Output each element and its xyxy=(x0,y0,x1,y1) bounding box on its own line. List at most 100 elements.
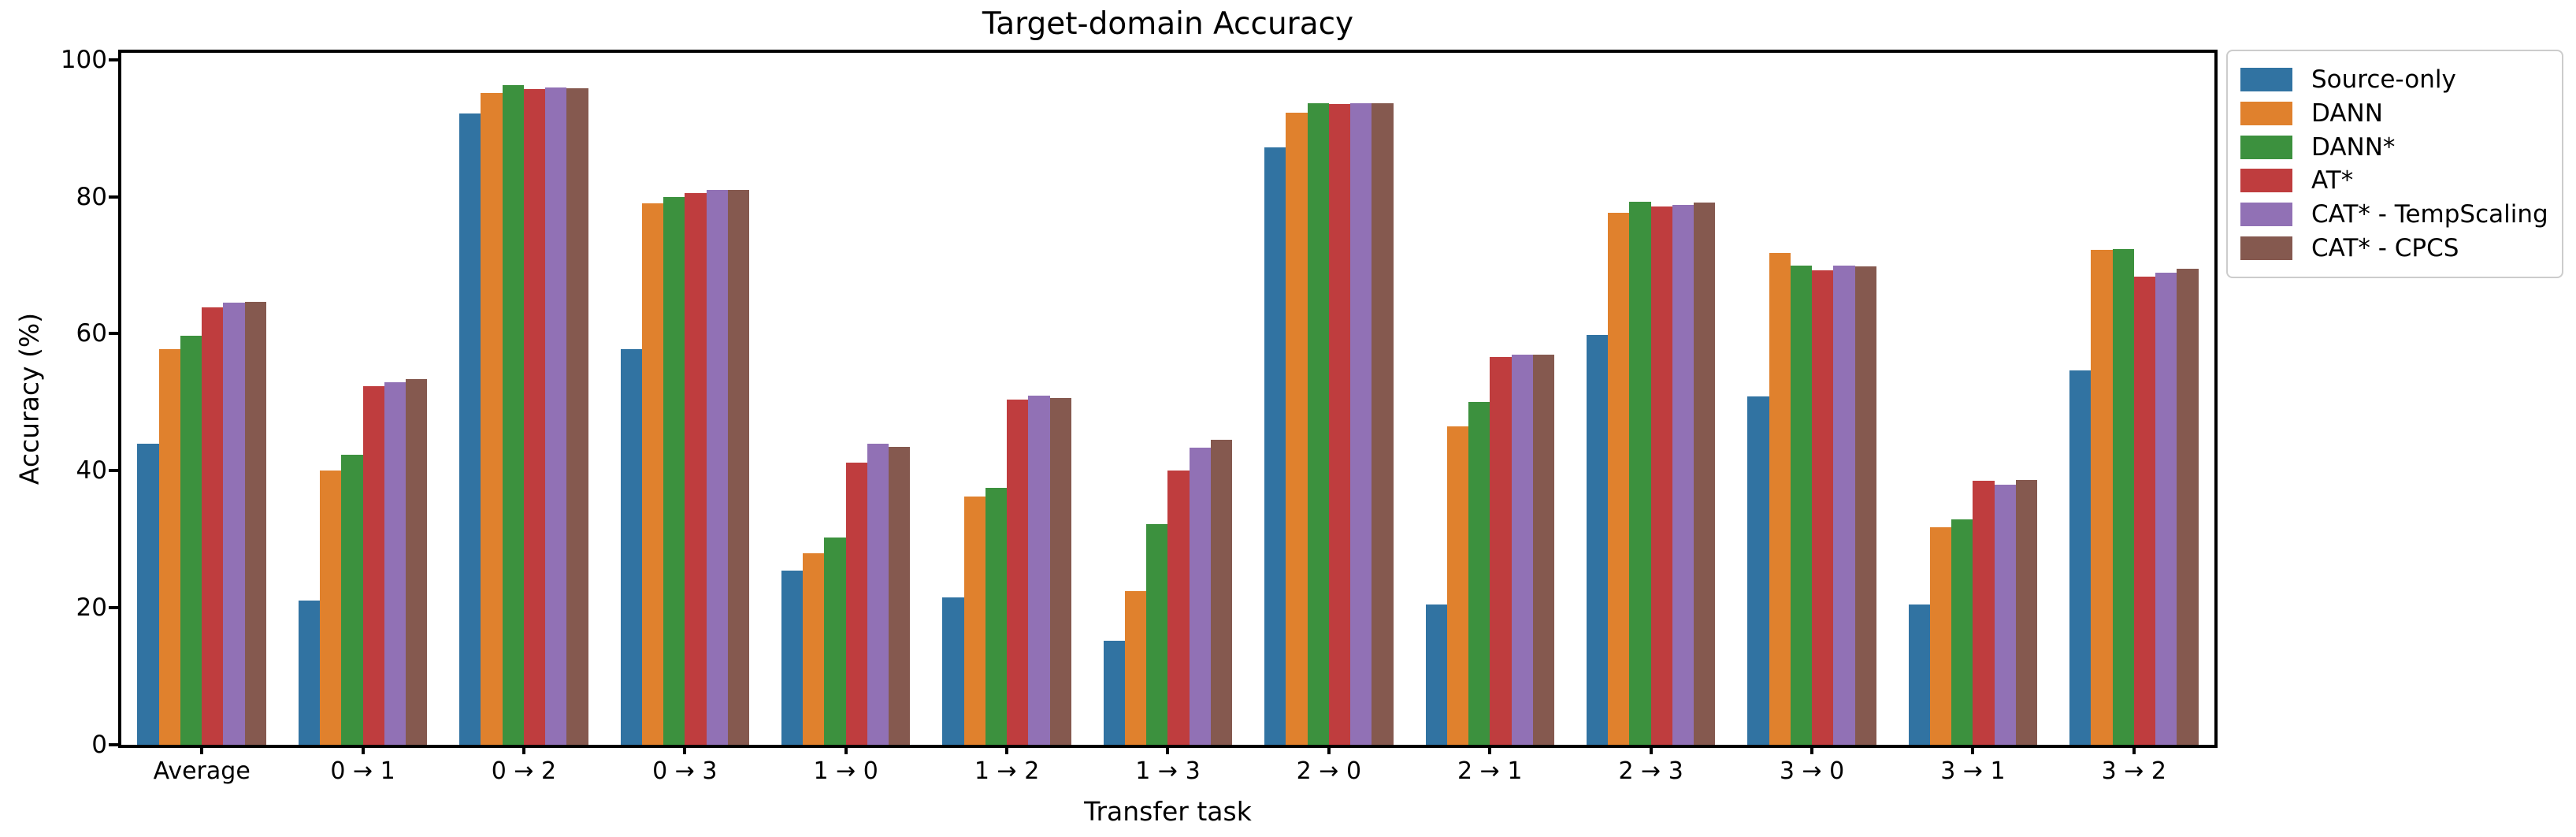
category-group: 2 → 1 xyxy=(1409,53,1570,785)
bar xyxy=(1790,265,1813,745)
legend-item: CAT* - TempScaling xyxy=(2240,201,2554,228)
bar xyxy=(1328,104,1351,745)
x-tick-mark xyxy=(1971,745,1975,754)
bar xyxy=(803,553,825,745)
bar xyxy=(223,303,245,745)
x-tick-label: 0 → 1 xyxy=(330,757,395,785)
legend-item: CAT* - CPCS xyxy=(2240,235,2554,262)
bar xyxy=(942,597,964,745)
y-tick-mark xyxy=(109,195,118,199)
bar xyxy=(1532,355,1554,745)
y-tick-mark xyxy=(109,469,118,473)
bar xyxy=(889,446,911,745)
legend-item-label: Source-only xyxy=(2311,65,2456,94)
bar xyxy=(341,455,363,745)
bar xyxy=(1210,440,1233,745)
legend-swatch xyxy=(2240,135,2292,159)
bar xyxy=(1650,206,1672,745)
bar xyxy=(1103,640,1125,745)
bar xyxy=(727,189,750,745)
legend-item: AT* xyxy=(2240,167,2554,194)
bar xyxy=(2112,248,2134,745)
y-tick-mark xyxy=(109,606,118,610)
category-group: 0 → 2 xyxy=(444,53,604,785)
bar xyxy=(1049,398,1071,745)
legend-item-label: CAT* - TempScaling xyxy=(2311,200,2548,229)
category-group: 1 → 2 xyxy=(926,53,1087,785)
bar xyxy=(523,89,546,745)
bar xyxy=(2069,370,2092,745)
bar xyxy=(1028,395,1050,745)
y-tick-label: 0 xyxy=(91,731,107,759)
bar xyxy=(1146,524,1168,745)
x-tick-mark xyxy=(1810,745,1814,754)
x-tick-mark xyxy=(522,745,525,754)
bar xyxy=(1951,519,1973,745)
bar xyxy=(1286,112,1308,745)
bar xyxy=(459,113,481,745)
bar xyxy=(1425,604,1447,745)
category-group: 0 → 1 xyxy=(282,53,443,785)
bar xyxy=(706,189,728,745)
bar xyxy=(685,193,707,745)
category-group: 1 → 3 xyxy=(1087,53,1248,785)
bar xyxy=(502,84,524,745)
bar xyxy=(1908,604,1930,745)
bar xyxy=(1608,212,1630,745)
bar xyxy=(1694,202,1716,745)
x-tick-label: 3 → 1 xyxy=(1940,757,2006,785)
x-tick-label: 1 → 2 xyxy=(974,757,1040,785)
x-axis-label: Transfer task xyxy=(1084,796,1252,827)
y-tick-mark xyxy=(109,332,118,336)
bar xyxy=(663,196,685,745)
x-tick-mark xyxy=(200,745,204,754)
bar xyxy=(2091,250,2113,745)
bar xyxy=(985,488,1008,745)
bar xyxy=(202,307,224,745)
bar xyxy=(2155,273,2177,745)
category-group: 0 → 3 xyxy=(604,53,765,785)
x-tick-label: Average xyxy=(153,757,251,785)
bar xyxy=(1007,399,1029,745)
bar xyxy=(158,349,180,745)
bar xyxy=(1189,447,1211,745)
bar xyxy=(641,203,664,745)
bar xyxy=(406,378,428,745)
y-tick-label: 80 xyxy=(76,182,107,211)
bar xyxy=(1372,103,1394,745)
bar xyxy=(1833,265,1855,745)
plot-area: 0 20 40 60 80 100 Average 0 → 1 0 → 2 0 → 3 1 → 0 1… xyxy=(61,47,2218,785)
category-group: 3 → 1 xyxy=(1892,53,2053,785)
bar xyxy=(137,444,159,745)
bar xyxy=(1264,147,1286,745)
bar xyxy=(1307,103,1329,745)
bar xyxy=(867,443,889,745)
chart-title: Target-domain Accuracy xyxy=(982,6,1354,42)
x-tick-label: 0 → 2 xyxy=(491,757,557,785)
bar xyxy=(1994,484,2016,745)
category-group: 3 → 2 xyxy=(2054,53,2214,785)
category-group: 3 → 0 xyxy=(1732,53,1892,785)
bar xyxy=(1490,356,1512,745)
y-tick-mark xyxy=(109,743,118,746)
bar xyxy=(244,301,266,745)
x-tick-mark xyxy=(2132,745,2136,754)
bar xyxy=(1511,354,1533,745)
bar xyxy=(566,88,588,745)
legend-item: DANN xyxy=(2240,100,2554,127)
bar xyxy=(1812,270,1834,745)
y-tick-label: 100 xyxy=(60,45,107,74)
legend-swatch xyxy=(2240,203,2292,227)
x-tick-mark xyxy=(844,745,848,754)
legend-item-label: DANN xyxy=(2311,99,2383,128)
y-tick-label: 20 xyxy=(76,593,107,623)
bar xyxy=(1629,201,1651,745)
x-tick-label: 2 → 0 xyxy=(1296,757,1362,785)
bar xyxy=(2133,277,2156,745)
bar xyxy=(481,93,503,745)
x-tick-mark xyxy=(1166,745,1170,754)
bar xyxy=(1586,335,1609,745)
bar xyxy=(1167,471,1190,745)
bar xyxy=(1672,205,1694,745)
x-tick-label: 3 → 0 xyxy=(1779,757,1845,785)
